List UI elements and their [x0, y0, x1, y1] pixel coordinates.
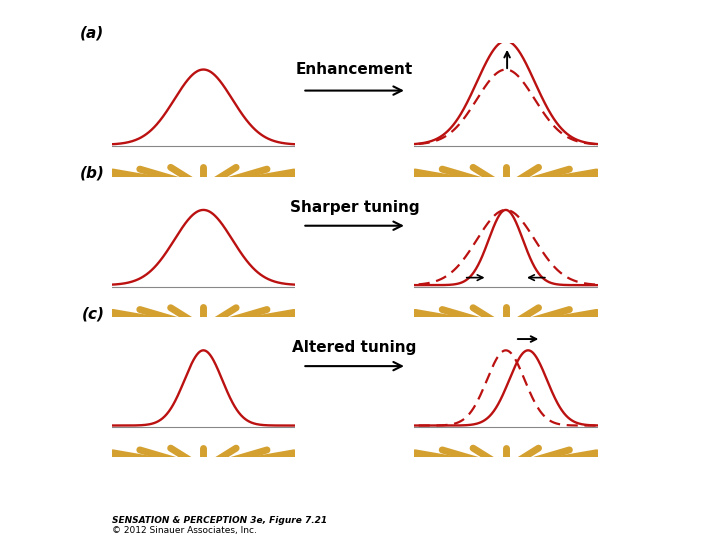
Text: Altered tuning: Altered tuning	[292, 340, 417, 355]
Text: © 2012 Sinauer Associates, Inc.: © 2012 Sinauer Associates, Inc.	[112, 525, 256, 535]
Text: (c): (c)	[81, 306, 104, 321]
Text: (b): (b)	[79, 166, 104, 181]
Text: Figure 7.21  Three ways that the response of a cell could be changed as a result: Figure 7.21 Three ways that the response…	[6, 7, 685, 22]
Text: SENSATION & PERCEPTION 3e, Figure 7.21: SENSATION & PERCEPTION 3e, Figure 7.21	[112, 516, 327, 525]
Text: (a): (a)	[80, 25, 104, 40]
Text: Enhancement: Enhancement	[296, 62, 413, 77]
Text: Sharper tuning: Sharper tuning	[289, 200, 420, 215]
